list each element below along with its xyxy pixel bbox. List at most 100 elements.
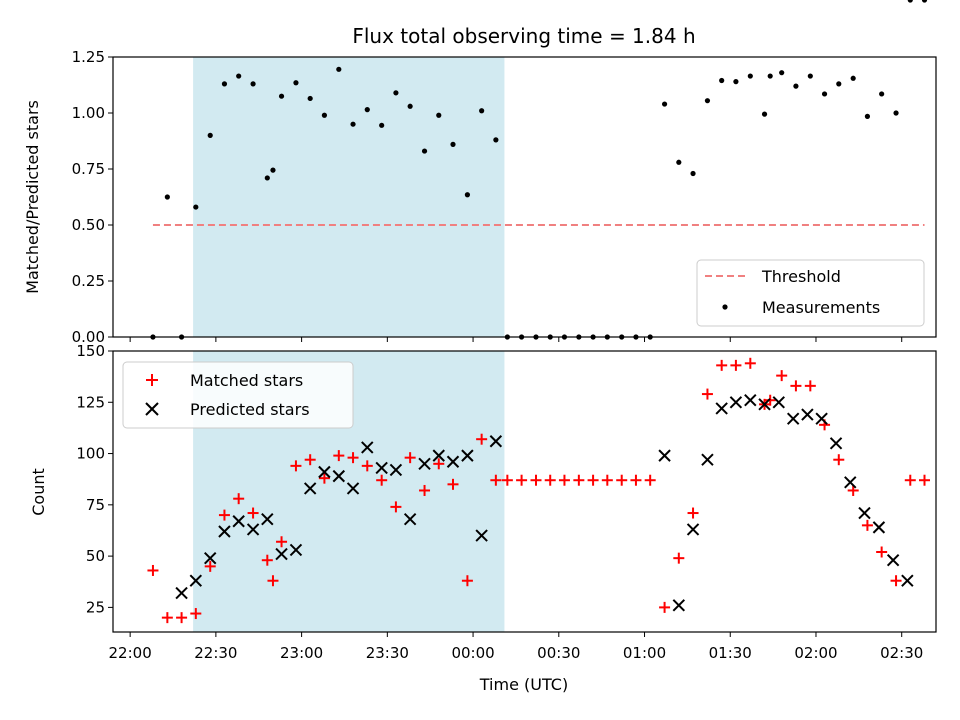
y-tick-label: 75 — [86, 496, 105, 514]
legend-threshold-label: Threshold — [761, 267, 841, 286]
measurement-point — [850, 75, 856, 81]
matched-star-point — [790, 380, 802, 392]
measurement-point — [864, 113, 871, 119]
top-y-ticks: 0.00 0.25 0.50 0.75 1.00 1.25 — [72, 48, 113, 346]
predicted-star-point — [872, 521, 886, 534]
matched-star-point — [558, 474, 570, 486]
matched-star-point — [701, 388, 713, 400]
x-tick-label: 00:00 — [451, 644, 494, 662]
top-legend: Threshold Measurements — [696, 259, 925, 327]
predicted-star-point — [744, 394, 757, 407]
predicted-star-point — [772, 396, 785, 409]
bottom-panel-marks — [147, 357, 931, 624]
measurement-point — [336, 66, 342, 72]
matched-star-point — [433, 458, 445, 470]
predicted-star-point — [332, 469, 346, 483]
predicted-star-point — [303, 482, 317, 495]
predicted-star-point — [204, 551, 217, 565]
measurement-point — [393, 90, 399, 96]
top-panel-frame — [112, 56, 937, 338]
matched-star-point — [601, 474, 613, 486]
measurement-point — [493, 137, 499, 143]
x-tick-label: 02:30 — [880, 644, 923, 662]
predicted-star-point — [475, 529, 488, 542]
bottom-y-ticks: 25 50 75 100 125 150 — [76, 342, 113, 616]
predicted-star-point — [403, 512, 417, 526]
y-tick-label: 100 — [76, 445, 105, 463]
measurement-point — [207, 132, 213, 138]
y-tick-label: 0.50 — [72, 216, 105, 234]
measurement-point — [293, 80, 299, 86]
bottom-panel: 25 50 75 100 125 150 22:00 22:30 23:00 23:30 00:0… — [29, 342, 937, 694]
matched-star-point — [404, 452, 416, 464]
bottom-x-ticks: 22:00 22:30 23:00 23:30 00:00 00:30 01:00 01:30… — [109, 632, 923, 662]
measurement-point — [807, 73, 813, 79]
matched-star-point — [673, 552, 685, 564]
matched-star-point — [419, 484, 431, 496]
matched-star-point — [476, 433, 488, 445]
matched-star-point — [490, 474, 502, 486]
matched-star-point — [447, 478, 459, 490]
matched-star-point — [904, 474, 916, 486]
predicted-star-point — [801, 408, 814, 421]
measurement-point — [761, 111, 768, 117]
predicted-star-point — [246, 523, 260, 536]
measurement-point — [676, 159, 682, 165]
matched-star-point — [390, 501, 402, 513]
predicted-star-point — [786, 412, 800, 425]
predicted-star-point — [701, 453, 714, 466]
matched-star-point — [630, 474, 642, 486]
x-tick-label: 00:30 — [537, 644, 580, 662]
matched-star-point — [516, 474, 528, 486]
matched-star-point — [233, 493, 245, 505]
matched-star-point — [530, 474, 542, 486]
measurement-point — [436, 112, 442, 118]
measurement-point — [836, 81, 842, 87]
predicted-star-point — [289, 543, 303, 557]
matched-star-point — [190, 608, 202, 620]
matched-star-point — [764, 394, 776, 406]
measurement-point — [821, 91, 828, 97]
matched-star-point — [304, 454, 316, 466]
top-y-axis-label: Matched/Predicted stars — [23, 100, 42, 294]
bottom-legend-box — [122, 361, 354, 429]
top-panel-marks — [150, 0, 928, 340]
measurement-point — [278, 93, 285, 99]
x-tick-label: 22:30 — [194, 644, 237, 662]
bottom-panel-frame — [112, 350, 937, 633]
matched-star-point — [176, 612, 188, 624]
x-tick-label: 23:00 — [280, 644, 323, 662]
measurement-point — [193, 204, 199, 210]
predicted-star-point — [432, 449, 445, 462]
predicted-star-point — [729, 396, 743, 409]
matched-star-point — [261, 554, 273, 566]
matched-star-point — [890, 575, 902, 587]
legend-predicted-label: Predicted stars — [190, 400, 310, 419]
x-tick-label: 22:00 — [109, 644, 152, 662]
measurement-point — [767, 73, 773, 79]
measurement-point — [893, 110, 899, 116]
matched-star-point — [644, 474, 656, 486]
predicted-star-point — [886, 554, 900, 567]
matched-star-point — [501, 474, 513, 486]
chart-title: Flux total observing time = 1.84 h — [352, 24, 695, 48]
predicted-star-point — [901, 574, 914, 587]
measurement-point — [264, 175, 270, 181]
measurement-point — [321, 112, 328, 118]
shaded-interval-top — [193, 57, 505, 337]
matched-star-point — [204, 560, 216, 572]
matched-star-point — [919, 474, 931, 486]
x-tick-label: 23:30 — [366, 644, 409, 662]
matched-star-point — [744, 357, 756, 369]
measurement-point — [307, 95, 313, 102]
predicted-star-point — [461, 449, 474, 462]
y-tick-label: 0.75 — [72, 160, 105, 178]
predicted-star-point — [361, 441, 374, 454]
measurement-point — [221, 81, 228, 87]
x-tick-label: 01:00 — [623, 644, 666, 662]
y-tick-label: 125 — [76, 393, 105, 411]
predicted-star-point — [489, 435, 503, 448]
predicted-star-point — [318, 465, 331, 479]
measurement-point — [779, 70, 785, 76]
matched-star-point — [361, 460, 373, 472]
